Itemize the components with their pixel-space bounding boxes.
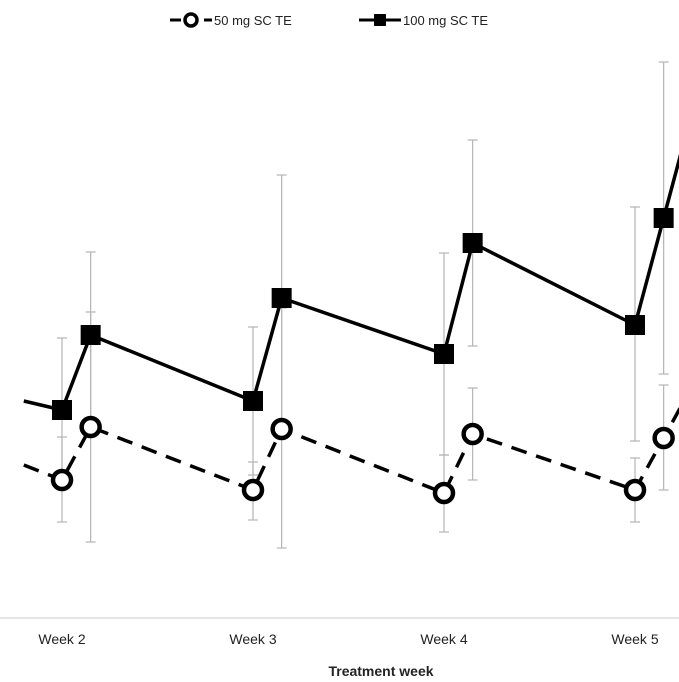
x-axis-title: Treatment week xyxy=(328,663,433,679)
legend-circle-marker-icon xyxy=(170,12,212,28)
legend-label-50mg: 50 mg SC TE xyxy=(214,12,292,28)
legend-item-100mg: 100 mg SC TE xyxy=(357,8,488,32)
x-tick-label: Week 2 xyxy=(38,631,85,647)
marker-square xyxy=(52,400,72,420)
legend-item-50mg: 50 mg SC TE xyxy=(168,8,292,32)
error-bars xyxy=(57,61,669,549)
marker-circle xyxy=(432,481,456,505)
x-tick-labels: Week 2 Week 3 Week 4 Week 5 xyxy=(38,631,658,647)
marker-circle xyxy=(241,478,265,502)
marker-square xyxy=(243,391,263,411)
series-lines xyxy=(23,153,679,495)
marker-circle xyxy=(461,422,484,446)
marker-square xyxy=(80,325,101,345)
x-tick-label: Week 4 xyxy=(420,631,467,647)
marker-square xyxy=(434,344,454,364)
x-tick-label: Week 5 xyxy=(611,631,658,647)
marker-square xyxy=(625,315,645,335)
marker-square xyxy=(462,233,483,253)
marker-circle xyxy=(652,426,675,450)
legend: 50 mg SC TE 100 mg SC TE xyxy=(0,8,679,32)
marker-circle xyxy=(270,417,293,441)
marker-square xyxy=(653,208,674,228)
marker-square xyxy=(271,288,292,308)
legend-square-marker-icon xyxy=(359,14,401,26)
series-line-0 xyxy=(23,406,679,495)
legend-label-100mg: 100 mg SC TE xyxy=(403,12,489,28)
series-markers xyxy=(50,208,675,505)
marker-circle xyxy=(623,478,647,502)
marker-circle xyxy=(79,415,102,439)
marker-circle xyxy=(50,468,74,492)
series-line-1 xyxy=(23,153,679,412)
x-tick-label: Week 3 xyxy=(229,631,276,647)
